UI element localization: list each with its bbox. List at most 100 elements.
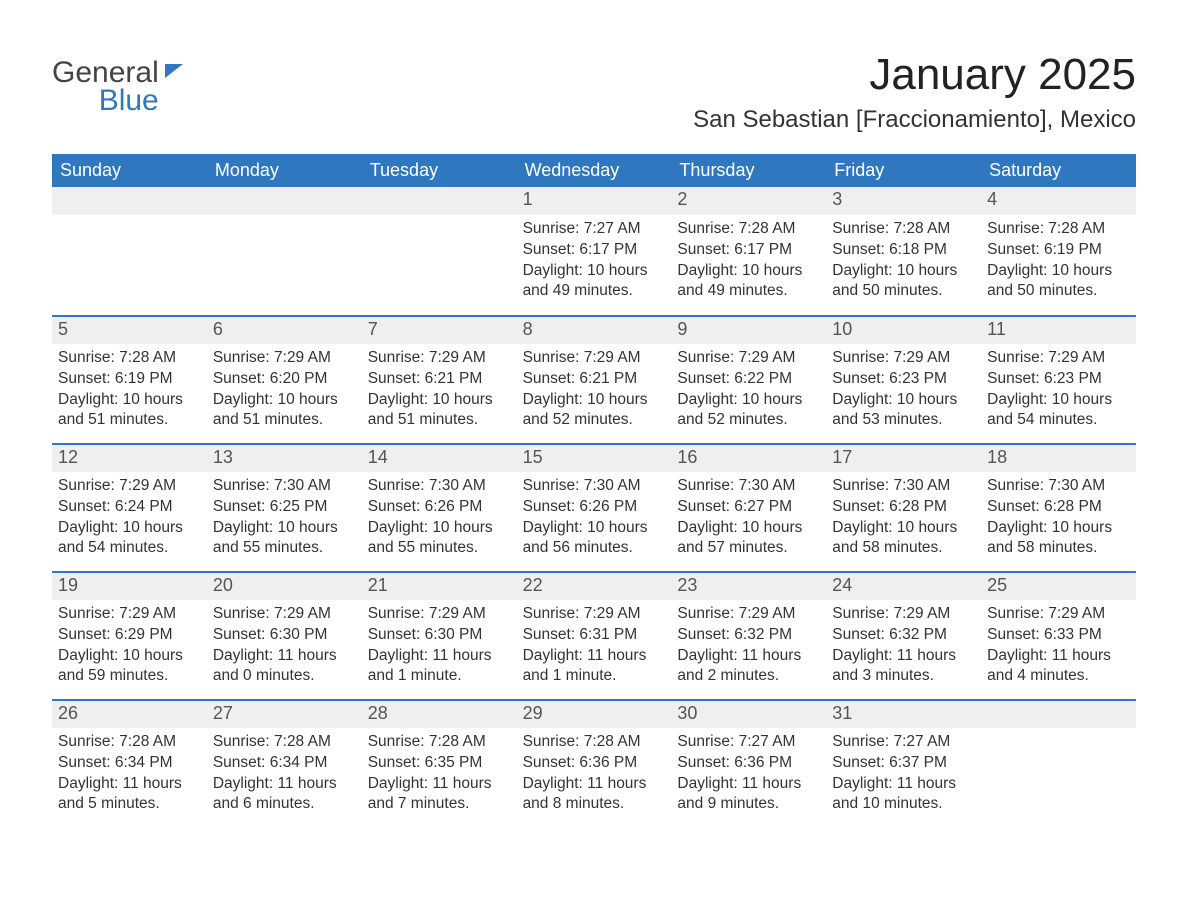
daylight-line: Daylight: 10 hours and 49 minutes. — [523, 261, 666, 303]
day-cell: Sunrise: 7:28 AMSunset: 6:34 PMDaylight:… — [207, 728, 362, 817]
daylight-line: Daylight: 10 hours and 54 minutes. — [58, 518, 201, 560]
sunrise-line: Sunrise: 7:28 AM — [987, 219, 1130, 240]
daylight-line: Daylight: 11 hours and 3 minutes. — [832, 646, 975, 688]
day-number: 30 — [671, 701, 826, 728]
sunrise-line: Sunrise: 7:30 AM — [987, 476, 1130, 497]
day-cell: Sunrise: 7:29 AMSunset: 6:32 PMDaylight:… — [671, 600, 826, 689]
day-number: 4 — [981, 187, 1136, 215]
day-cell: Sunrise: 7:29 AMSunset: 6:29 PMDaylight:… — [52, 600, 207, 689]
day-cell: Sunrise: 7:30 AMSunset: 6:26 PMDaylight:… — [362, 472, 517, 561]
week-row: 567891011Sunrise: 7:28 AMSunset: 6:19 PM… — [52, 315, 1136, 443]
sunrise-line: Sunrise: 7:29 AM — [987, 348, 1130, 369]
daylight-line: Daylight: 11 hours and 7 minutes. — [368, 774, 511, 816]
sunset-line: Sunset: 6:32 PM — [677, 625, 820, 646]
day-number: 24 — [826, 573, 981, 600]
daylight-line: Daylight: 10 hours and 49 minutes. — [677, 261, 820, 303]
weekday-header: Friday — [826, 154, 981, 187]
week-row: 12131415161718Sunrise: 7:29 AMSunset: 6:… — [52, 443, 1136, 571]
day-cell: Sunrise: 7:29 AMSunset: 6:30 PMDaylight:… — [207, 600, 362, 689]
daylight-line: Daylight: 10 hours and 55 minutes. — [368, 518, 511, 560]
sunrise-line: Sunrise: 7:29 AM — [987, 604, 1130, 625]
sunset-line: Sunset: 6:29 PM — [58, 625, 201, 646]
day-number — [981, 701, 1136, 728]
day-cell: Sunrise: 7:30 AMSunset: 6:27 PMDaylight:… — [671, 472, 826, 561]
sunset-line: Sunset: 6:26 PM — [368, 497, 511, 518]
day-number: 21 — [362, 573, 517, 600]
daylight-line: Daylight: 10 hours and 57 minutes. — [677, 518, 820, 560]
day-cell: Sunrise: 7:30 AMSunset: 6:25 PMDaylight:… — [207, 472, 362, 561]
daylight-line: Daylight: 11 hours and 6 minutes. — [213, 774, 356, 816]
sunrise-line: Sunrise: 7:30 AM — [677, 476, 820, 497]
day-cell: Sunrise: 7:29 AMSunset: 6:20 PMDaylight:… — [207, 344, 362, 433]
day-number: 23 — [671, 573, 826, 600]
sunrise-line: Sunrise: 7:29 AM — [368, 604, 511, 625]
sunrise-line: Sunrise: 7:28 AM — [677, 219, 820, 240]
day-number-row: 1234 — [52, 187, 1136, 215]
sunset-line: Sunset: 6:24 PM — [58, 497, 201, 518]
day-cell: Sunrise: 7:29 AMSunset: 6:21 PMDaylight:… — [517, 344, 672, 433]
sunset-line: Sunset: 6:28 PM — [832, 497, 975, 518]
day-number: 15 — [517, 445, 672, 472]
day-cell: Sunrise: 7:27 AMSunset: 6:36 PMDaylight:… — [671, 728, 826, 817]
daylight-line: Daylight: 11 hours and 8 minutes. — [523, 774, 666, 816]
day-cell: Sunrise: 7:29 AMSunset: 6:31 PMDaylight:… — [517, 600, 672, 689]
day-number: 11 — [981, 317, 1136, 344]
weekday-header: Saturday — [981, 154, 1136, 187]
sunset-line: Sunset: 6:36 PM — [523, 753, 666, 774]
day-number: 1 — [517, 187, 672, 215]
day-number: 18 — [981, 445, 1136, 472]
sunset-line: Sunset: 6:27 PM — [677, 497, 820, 518]
weekday-header-row: SundayMondayTuesdayWednesdayThursdayFrid… — [52, 154, 1136, 187]
day-number: 26 — [52, 701, 207, 728]
day-number: 5 — [52, 317, 207, 344]
day-cell: Sunrise: 7:28 AMSunset: 6:36 PMDaylight:… — [517, 728, 672, 817]
daylight-line: Daylight: 10 hours and 50 minutes. — [987, 261, 1130, 303]
sunrise-line: Sunrise: 7:29 AM — [677, 348, 820, 369]
day-number: 3 — [826, 187, 981, 215]
daylight-line: Daylight: 11 hours and 9 minutes. — [677, 774, 820, 816]
day-cell: Sunrise: 7:30 AMSunset: 6:28 PMDaylight:… — [981, 472, 1136, 561]
sunset-line: Sunset: 6:25 PM — [213, 497, 356, 518]
sunset-line: Sunset: 6:34 PM — [58, 753, 201, 774]
day-number-row: 19202122232425 — [52, 573, 1136, 600]
sunset-line: Sunset: 6:33 PM — [987, 625, 1130, 646]
sunset-line: Sunset: 6:20 PM — [213, 369, 356, 390]
weeks-container: 1234Sunrise: 7:27 AMSunset: 6:17 PMDayli… — [52, 187, 1136, 827]
day-cell: Sunrise: 7:29 AMSunset: 6:21 PMDaylight:… — [362, 344, 517, 433]
sunset-line: Sunset: 6:30 PM — [368, 625, 511, 646]
daylight-line: Daylight: 10 hours and 59 minutes. — [58, 646, 201, 688]
sunrise-line: Sunrise: 7:30 AM — [832, 476, 975, 497]
sunset-line: Sunset: 6:18 PM — [832, 240, 975, 261]
day-number: 2 — [671, 187, 826, 215]
sunset-line: Sunset: 6:36 PM — [677, 753, 820, 774]
daylight-line: Daylight: 11 hours and 5 minutes. — [58, 774, 201, 816]
day-number: 12 — [52, 445, 207, 472]
day-number — [362, 187, 517, 215]
sunset-line: Sunset: 6:17 PM — [523, 240, 666, 261]
logo: General Blue — [52, 58, 183, 118]
sunset-line: Sunset: 6:23 PM — [987, 369, 1130, 390]
daylight-line: Daylight: 10 hours and 50 minutes. — [832, 261, 975, 303]
sunset-line: Sunset: 6:34 PM — [213, 753, 356, 774]
calendar-page: General Blue January 2025 San Sebastian … — [0, 0, 1188, 918]
daylight-line: Daylight: 11 hours and 0 minutes. — [213, 646, 356, 688]
sunset-line: Sunset: 6:19 PM — [987, 240, 1130, 261]
day-cell: Sunrise: 7:29 AMSunset: 6:23 PMDaylight:… — [826, 344, 981, 433]
day-number — [207, 187, 362, 215]
sunrise-line: Sunrise: 7:27 AM — [523, 219, 666, 240]
sunrise-line: Sunrise: 7:27 AM — [832, 732, 975, 753]
weekday-header: Tuesday — [362, 154, 517, 187]
day-cell: Sunrise: 7:29 AMSunset: 6:23 PMDaylight:… — [981, 344, 1136, 433]
day-cell: Sunrise: 7:29 AMSunset: 6:24 PMDaylight:… — [52, 472, 207, 561]
day-cell: Sunrise: 7:29 AMSunset: 6:22 PMDaylight:… — [671, 344, 826, 433]
sunrise-line: Sunrise: 7:29 AM — [523, 348, 666, 369]
day-number: 17 — [826, 445, 981, 472]
sunrise-line: Sunrise: 7:30 AM — [213, 476, 356, 497]
day-cell: Sunrise: 7:28 AMSunset: 6:17 PMDaylight:… — [671, 215, 826, 305]
day-cell: Sunrise: 7:27 AMSunset: 6:17 PMDaylight:… — [517, 215, 672, 305]
daylight-line: Daylight: 10 hours and 51 minutes. — [58, 390, 201, 432]
day-cell — [207, 215, 362, 305]
day-number: 16 — [671, 445, 826, 472]
week-row: 19202122232425Sunrise: 7:29 AMSunset: 6:… — [52, 571, 1136, 699]
daylight-line: Daylight: 10 hours and 52 minutes. — [677, 390, 820, 432]
